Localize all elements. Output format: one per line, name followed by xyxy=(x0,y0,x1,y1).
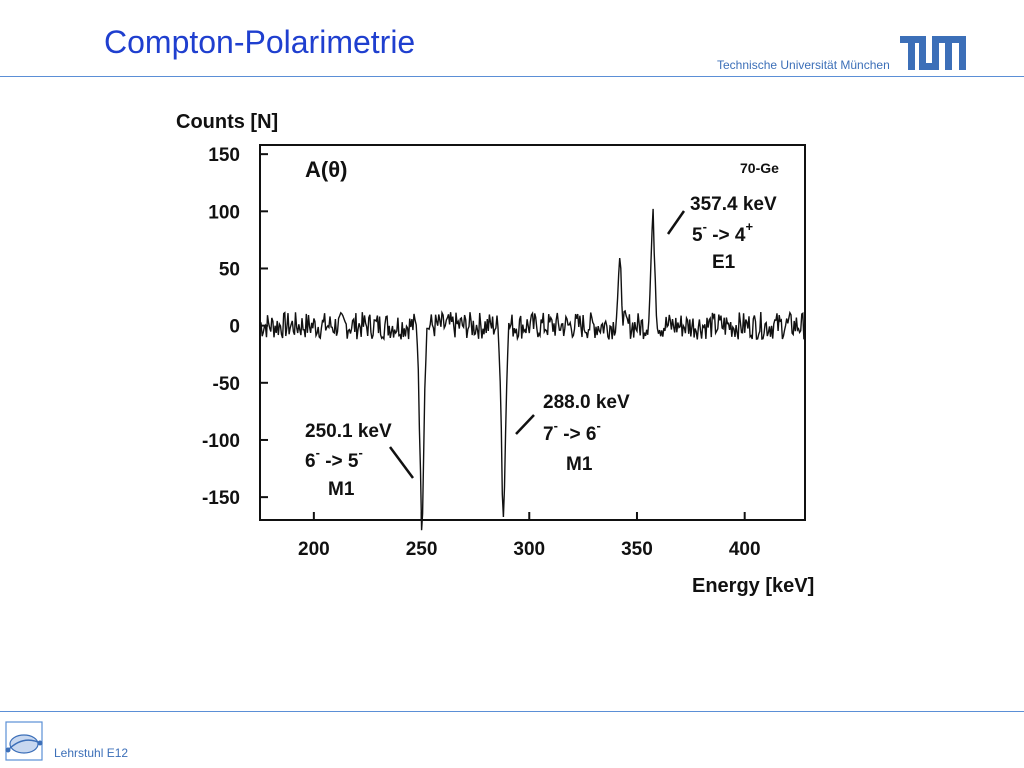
slide-title: Compton-Polarimetrie xyxy=(104,24,416,60)
x-tick-label: 350 xyxy=(621,539,653,560)
y-axis: 150 100 50 0 -50 -100 -150 xyxy=(202,145,268,509)
annotation-transition: 7- -> 6- xyxy=(543,418,601,445)
annotation-energy: 357.4 keV xyxy=(690,194,777,215)
e12-logo-icon xyxy=(5,721,43,761)
y-tick-label: -50 xyxy=(213,374,240,395)
annotation-288: 288.0 keV 7- -> 6- M1 xyxy=(515,392,630,475)
annotation-pointer xyxy=(388,446,415,479)
annotation-pointer xyxy=(515,414,535,435)
annotation-multipolarity: M1 xyxy=(328,479,355,500)
header-divider xyxy=(0,76,1024,77)
isotope-label: 70-Ge xyxy=(740,160,779,176)
tum-logo-icon xyxy=(900,36,966,70)
x-tick-label: 200 xyxy=(298,539,330,560)
annotation-multipolarity: M1 xyxy=(566,454,593,475)
spectrum-trace xyxy=(259,208,806,531)
annotation-transition: 5- -> 4+ xyxy=(692,219,753,246)
annotation-energy: 250.1 keV xyxy=(305,421,392,442)
y-tick-label: 0 xyxy=(229,317,240,338)
y-axis-label: Counts [N] xyxy=(176,111,278,133)
footer-label: Lehrstuhl E12 xyxy=(54,746,129,760)
annotation-transition: 6- -> 5- xyxy=(305,445,363,472)
annotation-357: 357.4 keV 5- -> 4+ E1 xyxy=(666,194,777,273)
asymmetry-label: A(θ) xyxy=(305,157,347,182)
y-tick-label: 150 xyxy=(208,145,240,166)
y-tick-label: -150 xyxy=(202,488,240,509)
university-name: Technische Universität München xyxy=(717,58,890,72)
x-axis: 200 250 300 350 400 xyxy=(298,512,761,560)
y-tick-label: -100 xyxy=(202,431,240,452)
x-axis-label: Energy [keV] xyxy=(692,575,814,597)
annotation-energy: 288.0 keV xyxy=(543,392,630,413)
annotation-multipolarity: E1 xyxy=(712,252,736,273)
annotation-250: 250.1 keV 6- -> 5- M1 xyxy=(305,421,415,500)
y-tick-label: 50 xyxy=(219,259,240,280)
footer-divider xyxy=(0,711,1024,712)
x-tick-label: 400 xyxy=(729,539,761,560)
annotation-pointer xyxy=(666,210,686,235)
y-tick-label: 100 xyxy=(208,202,240,223)
x-tick-label: 300 xyxy=(513,539,545,560)
x-tick-label: 250 xyxy=(406,539,438,560)
